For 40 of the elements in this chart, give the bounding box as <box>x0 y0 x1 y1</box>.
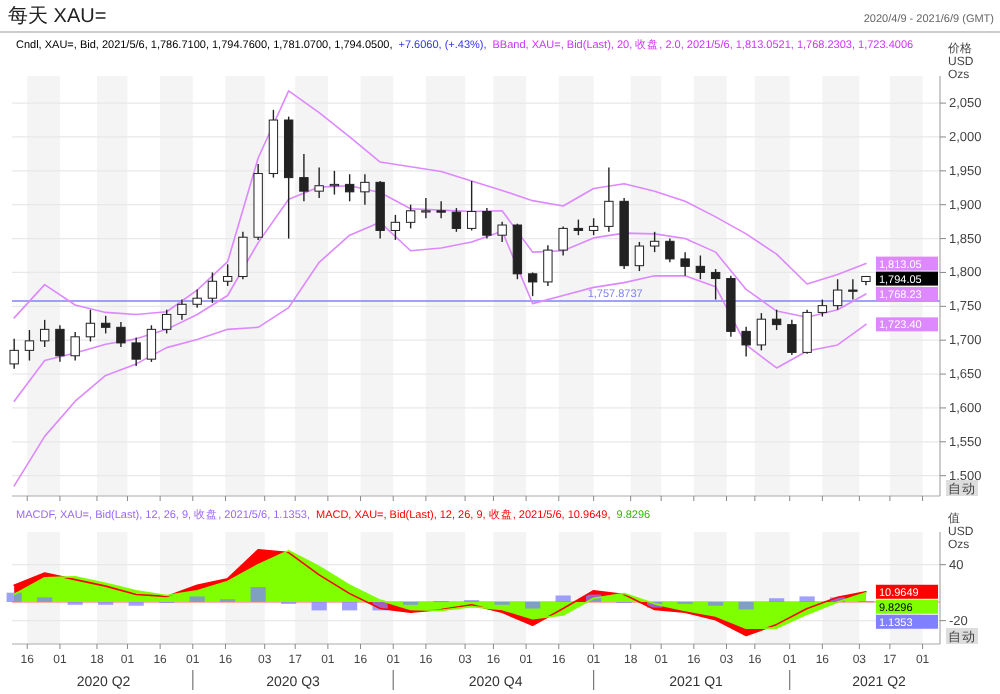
candlestick <box>344 173 355 203</box>
candlestick <box>146 324 157 363</box>
bar <box>189 596 205 602</box>
candlestick <box>9 338 19 370</box>
bar <box>342 602 358 611</box>
candlestick <box>405 204 416 230</box>
candlestick <box>238 231 248 280</box>
candlestick <box>177 298 187 321</box>
candlestick <box>680 251 690 277</box>
candlestick <box>70 331 80 362</box>
line-series <box>13 221 867 487</box>
bar <box>250 587 266 602</box>
bar <box>738 602 754 610</box>
candlestick <box>832 278 843 311</box>
candlestick <box>543 244 553 287</box>
candlestick <box>207 271 218 304</box>
candlestick <box>665 237 675 263</box>
candlestick <box>741 325 751 358</box>
candlestick <box>695 254 706 280</box>
candlestick <box>436 200 446 219</box>
candlestick <box>451 207 462 233</box>
bar <box>311 602 327 611</box>
candlestick <box>710 268 721 301</box>
candlestick <box>131 336 141 367</box>
candlestick <box>848 278 858 301</box>
candlestick <box>604 166 614 233</box>
line-series <box>13 184 867 402</box>
candlestick <box>802 309 812 355</box>
candlestick <box>787 319 797 356</box>
candlestick <box>55 324 65 363</box>
candlestick <box>771 309 782 331</box>
candlestick <box>299 153 309 203</box>
candlestick <box>39 319 50 348</box>
bar <box>525 602 541 609</box>
candlestick <box>482 207 492 240</box>
candlestick <box>527 271 538 297</box>
bar <box>6 592 22 602</box>
chart-title: 每天 XAU= <box>8 4 107 28</box>
bar <box>799 596 815 602</box>
candlestick <box>116 321 126 348</box>
